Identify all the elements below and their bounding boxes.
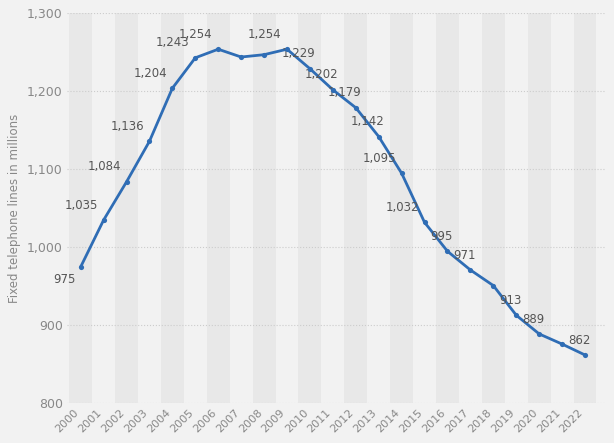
Text: 1,095: 1,095 — [363, 152, 396, 165]
Bar — [527, 13, 551, 404]
Text: 1,142: 1,142 — [351, 115, 384, 128]
Text: 1,254: 1,254 — [179, 28, 212, 41]
Point — [397, 170, 406, 177]
Bar — [344, 13, 367, 404]
Point — [328, 86, 338, 93]
Text: 889: 889 — [523, 313, 545, 326]
Bar — [115, 13, 138, 404]
Point — [488, 282, 498, 289]
Text: 1,204: 1,204 — [133, 67, 167, 80]
Y-axis label: Fixed telephone lines in millions: Fixed telephone lines in millions — [9, 114, 21, 303]
Text: 975: 975 — [53, 273, 75, 286]
Point — [580, 351, 590, 358]
Point — [443, 248, 453, 255]
Text: 1,202: 1,202 — [305, 69, 338, 82]
Bar — [459, 13, 482, 404]
Text: 995: 995 — [430, 230, 453, 243]
Point — [236, 54, 246, 61]
Bar — [482, 13, 505, 404]
Bar — [161, 13, 184, 404]
Point — [305, 65, 315, 72]
Point — [190, 54, 200, 61]
Point — [465, 266, 475, 273]
Bar — [596, 13, 605, 404]
Bar — [69, 13, 92, 404]
Text: 1,035: 1,035 — [64, 199, 98, 212]
Text: 862: 862 — [568, 334, 591, 347]
Bar — [505, 13, 527, 404]
Bar — [390, 13, 413, 404]
Text: 1,254: 1,254 — [248, 28, 281, 41]
Bar — [138, 13, 161, 404]
Bar — [321, 13, 344, 404]
Bar — [184, 13, 207, 404]
Text: 1,179: 1,179 — [328, 86, 362, 99]
Point — [99, 217, 109, 224]
Point — [259, 51, 269, 58]
Bar — [252, 13, 276, 404]
Point — [168, 85, 177, 92]
Text: 1,084: 1,084 — [87, 160, 121, 174]
Point — [419, 219, 429, 226]
Point — [144, 138, 154, 145]
Point — [374, 133, 384, 140]
Point — [76, 263, 85, 270]
Bar — [413, 13, 436, 404]
Point — [213, 46, 223, 53]
Bar — [92, 13, 115, 404]
Bar — [573, 13, 596, 404]
Bar — [276, 13, 298, 404]
Text: 971: 971 — [454, 249, 476, 262]
Text: 1,136: 1,136 — [111, 120, 144, 133]
Bar — [436, 13, 459, 404]
Text: 913: 913 — [499, 294, 522, 307]
Point — [534, 330, 544, 338]
Text: 1,032: 1,032 — [386, 201, 419, 214]
Bar — [207, 13, 230, 404]
Bar — [230, 13, 252, 404]
Point — [351, 104, 360, 111]
Text: 1,243: 1,243 — [156, 36, 190, 50]
Bar — [551, 13, 573, 404]
Bar — [298, 13, 321, 404]
Text: 1,229: 1,229 — [282, 47, 316, 60]
Bar — [367, 13, 390, 404]
Point — [122, 178, 131, 185]
Point — [511, 312, 521, 319]
Point — [557, 341, 567, 348]
Point — [282, 46, 292, 53]
Bar — [67, 13, 69, 404]
